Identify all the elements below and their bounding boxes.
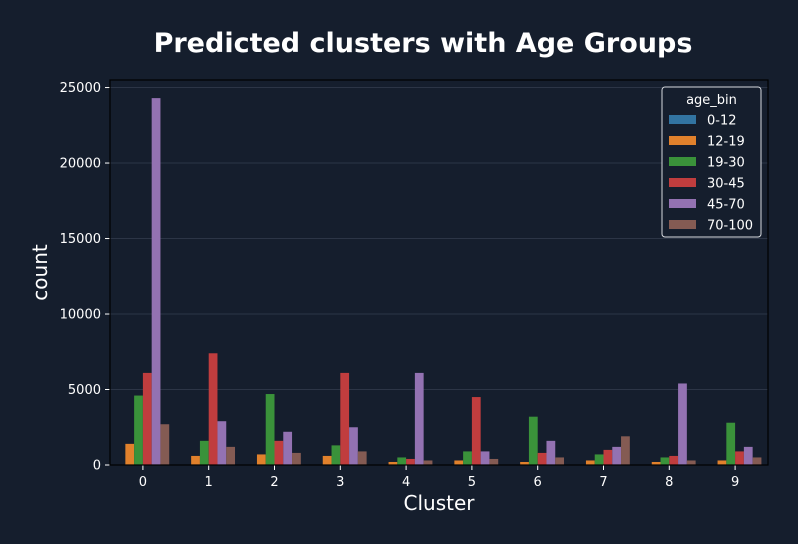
x-tick-label: 4	[402, 475, 410, 490]
bar-12-19-cluster-8	[651, 461, 661, 465]
x-tick-label: 3	[336, 475, 344, 490]
legend-swatch	[669, 178, 696, 187]
bar-45-70-cluster-4	[414, 372, 424, 465]
bar-12-19-cluster-9	[717, 460, 727, 465]
y-tick-label: 0	[93, 459, 101, 474]
legend: age_bin 0-12 12-19 19-30 30-45 45-70 70-100	[661, 86, 762, 238]
bar-30-45-cluster-6	[537, 452, 547, 465]
bar-70-100-cluster-9	[752, 457, 762, 465]
y-tick-label: 25000	[60, 81, 101, 96]
bar-19-30-cluster-0	[134, 395, 143, 465]
bar-12-19-cluster-3	[322, 455, 332, 465]
legend-swatch	[669, 115, 696, 124]
legend-swatch	[669, 220, 696, 229]
bar-30-45-cluster-1	[208, 353, 218, 465]
bar-19-30-cluster-7	[594, 454, 604, 465]
bars	[125, 98, 762, 465]
bar-12-19-cluster-5	[454, 460, 464, 465]
legend-label: 45-70	[707, 198, 745, 213]
bar-45-70-cluster-1	[217, 421, 227, 465]
bar-19-30-cluster-5	[463, 451, 472, 465]
x-axis-label: Cluster	[404, 491, 476, 515]
bar-30-45-cluster-2	[274, 440, 284, 465]
legend-swatch	[669, 136, 696, 145]
x-tick-label: 1	[205, 475, 213, 490]
bar-45-70-cluster-0	[151, 98, 161, 465]
bar-30-45-cluster-4	[406, 458, 415, 465]
bar-19-30-cluster-2	[265, 394, 275, 465]
bar-70-100-cluster-8	[686, 460, 696, 465]
legend-title: age_bin	[686, 93, 737, 108]
y-tick-label: 20000	[60, 157, 101, 172]
plot-frame	[109, 79, 769, 466]
bar-70-100-cluster-4	[423, 460, 433, 465]
x-tick-label: 2	[270, 475, 278, 490]
bar-45-70-cluster-5	[480, 451, 490, 465]
bar-45-70-cluster-6	[546, 440, 556, 465]
bar-19-30-cluster-9	[726, 422, 736, 465]
bar-30-45-cluster-0	[142, 372, 152, 465]
bar-70-100-cluster-3	[357, 451, 367, 465]
legend-label: 70-100	[707, 219, 753, 234]
x-tick-label: 5	[468, 475, 476, 490]
bar-30-45-cluster-7	[603, 449, 613, 465]
bar-12-19-cluster-7	[585, 460, 595, 465]
axes: 0 5000 10000 15000 20000 25000 0 1 2 3 4 5 6 7 8 9	[60, 79, 769, 490]
bar-70-100-cluster-0	[160, 424, 170, 465]
bar-45-70-cluster-7	[612, 446, 622, 465]
x-tick-label: 0	[139, 475, 147, 490]
bar-19-30-cluster-4	[397, 457, 407, 465]
chart-title: Predicted clusters with Age Groups	[154, 28, 693, 59]
bar-19-30-cluster-3	[331, 445, 341, 465]
x-tick-label: 6	[534, 475, 542, 490]
bar-45-70-cluster-3	[349, 427, 358, 465]
bar-45-70-cluster-8	[678, 383, 687, 465]
bar-45-70-cluster-2	[283, 431, 293, 465]
bar-30-45-cluster-8	[669, 455, 679, 465]
legend-swatch	[669, 157, 696, 166]
bar-12-19-cluster-6	[520, 461, 529, 465]
bar-19-30-cluster-1	[199, 440, 209, 465]
bar-12-19-cluster-0	[125, 443, 135, 465]
y-axis-label: count	[28, 244, 52, 301]
x-tick-label: 9	[731, 475, 739, 490]
y-tick-label: 5000	[68, 383, 101, 398]
bar-12-19-cluster-4	[388, 461, 398, 465]
legend-label: 12-19	[707, 135, 745, 150]
bar-70-100-cluster-5	[489, 458, 499, 465]
bar-30-45-cluster-9	[735, 451, 744, 465]
bar-19-30-cluster-8	[660, 457, 670, 465]
y-tick-label: 15000	[60, 232, 101, 247]
x-tick-label: 8	[665, 475, 673, 490]
x-tick-label: 7	[599, 475, 607, 490]
bar-12-19-cluster-2	[256, 454, 266, 465]
y-tick-label: 10000	[60, 308, 101, 323]
bar-30-45-cluster-3	[340, 372, 350, 465]
bar-70-100-cluster-1	[226, 446, 236, 465]
bar-70-100-cluster-2	[292, 452, 301, 465]
bar-30-45-cluster-5	[471, 397, 481, 465]
legend-label: 19-30	[707, 156, 745, 171]
legend-swatch	[669, 199, 696, 208]
legend-label: 30-45	[707, 177, 745, 192]
bar-19-30-cluster-6	[528, 416, 538, 465]
bar-70-100-cluster-7	[621, 436, 630, 465]
bar-70-100-cluster-6	[555, 457, 565, 465]
bar-45-70-cluster-9	[743, 446, 753, 465]
legend-label: 0-12	[707, 114, 737, 129]
bar-12-19-cluster-1	[191, 455, 200, 465]
